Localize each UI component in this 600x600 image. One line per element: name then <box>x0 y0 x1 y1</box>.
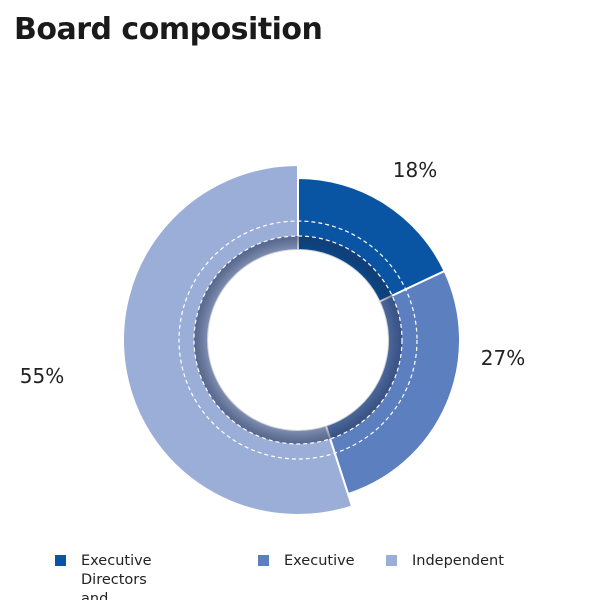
legend-swatch <box>55 555 66 566</box>
legend-swatch <box>386 555 397 566</box>
chart-title: Board composition <box>14 12 323 47</box>
legend-label: Executive <box>284 553 355 569</box>
dashed-ring-2 <box>178 220 418 460</box>
legend-label: Executive Directors and Promoters <box>81 553 152 600</box>
donut-decor <box>178 220 418 460</box>
donut-hole <box>208 250 388 430</box>
data-label-3: 55% <box>20 364 64 388</box>
legend-item-executive: Executive <box>258 552 355 571</box>
legend-item-executive-directors-and-promoters: Executive Directors and Promoters <box>55 552 155 600</box>
legend-item-independent: Independent <box>386 552 504 571</box>
data-label-2: 27% <box>481 346 525 370</box>
legend-label: Independent <box>412 553 504 569</box>
data-label-1: 18% <box>393 158 437 182</box>
data-labels-group: 18% 27% 55% <box>20 158 525 388</box>
legend-swatch <box>258 555 269 566</box>
dashed-ring-1 <box>193 235 403 445</box>
